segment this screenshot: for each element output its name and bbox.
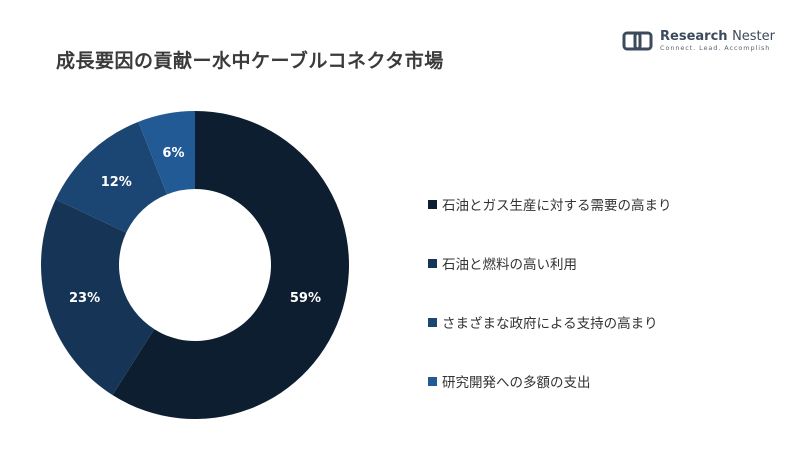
legend-label: さまざまな政府による支持の高まり (442, 316, 658, 332)
pie-slice (55, 121, 168, 233)
legend-item: さまざまな政府による支持の高まり (428, 310, 672, 334)
logo-name: Research Nester (660, 30, 775, 43)
logo-name-bold: Research (660, 29, 728, 45)
logo-name-light: Nester (732, 29, 775, 45)
slice-label: 59% (290, 291, 321, 306)
research-nester-logo: Research Nester Connect. Lead. Accomplis… (622, 28, 775, 54)
legend-swatch (428, 199, 437, 209)
logo-tagline: Connect. Lead. Accomplish (660, 44, 771, 53)
legend-label: 石油とガス生産に対する需要の高まり (442, 198, 672, 214)
legend-swatch (428, 258, 437, 268)
legend-item: 石油と燃料の高い利用 (428, 251, 672, 275)
legend-swatch (428, 376, 437, 386)
legend-swatch (428, 317, 437, 327)
slice-label: 6% (162, 146, 184, 161)
legend-item: 石油とガス生産に対する需要の高まり (428, 192, 672, 216)
legend-item: 研究開発への多額の支出 (428, 369, 672, 393)
pie-slice (41, 199, 155, 396)
pie-slice (138, 111, 195, 195)
pie-slice (112, 111, 350, 419)
legend-label: 石油と燃料の高い利用 (442, 257, 577, 273)
chart-legend: 石油とガス生産に対する需要の高まり 石油と燃料の高い利用 さまざまな政府による支… (428, 192, 672, 428)
legend-label: 研究開発への多額の支出 (442, 375, 591, 391)
logo-mark-icon (622, 31, 653, 51)
slice-label: 12% (101, 175, 132, 190)
chart-title: 成長要因の貢献ー水中ケーブルコネクタ市場 (56, 50, 444, 72)
slice-label: 23% (69, 291, 100, 306)
